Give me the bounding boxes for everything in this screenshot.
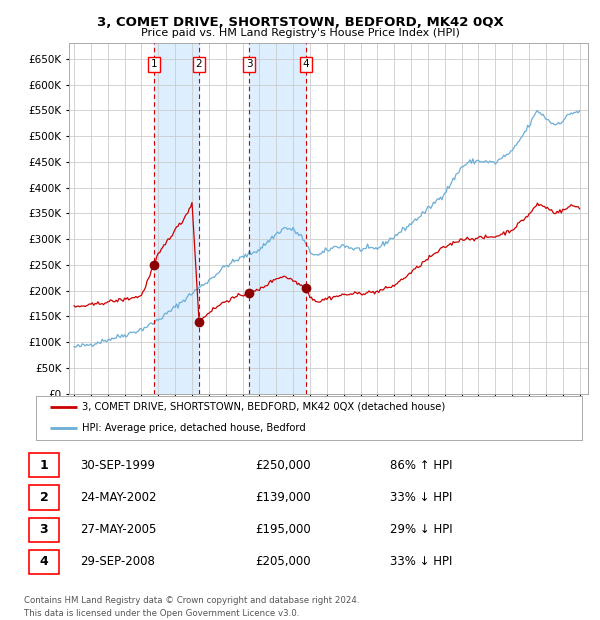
Text: £205,000: £205,000 — [255, 556, 311, 569]
Text: Contains HM Land Registry data © Crown copyright and database right 2024.: Contains HM Land Registry data © Crown c… — [24, 596, 359, 606]
FancyBboxPatch shape — [29, 453, 59, 477]
Text: £250,000: £250,000 — [255, 459, 311, 472]
Text: 1: 1 — [151, 60, 157, 69]
Text: 3, COMET DRIVE, SHORTSTOWN, BEDFORD, MK42 0QX (detached house): 3, COMET DRIVE, SHORTSTOWN, BEDFORD, MK4… — [82, 402, 446, 412]
Text: 4: 4 — [302, 60, 309, 69]
Text: 3, COMET DRIVE, SHORTSTOWN, BEDFORD, MK42 0QX: 3, COMET DRIVE, SHORTSTOWN, BEDFORD, MK4… — [97, 16, 503, 29]
Text: This data is licensed under the Open Government Licence v3.0.: This data is licensed under the Open Gov… — [24, 609, 299, 618]
Text: £139,000: £139,000 — [255, 491, 311, 504]
FancyBboxPatch shape — [29, 550, 59, 574]
Bar — [154, 43, 199, 394]
Text: 3: 3 — [246, 60, 253, 69]
FancyBboxPatch shape — [29, 518, 59, 542]
Text: 33% ↓ HPI: 33% ↓ HPI — [390, 491, 452, 504]
Text: 30-SEP-1999: 30-SEP-1999 — [80, 459, 155, 472]
Text: £195,000: £195,000 — [255, 523, 311, 536]
Text: 29-SEP-2008: 29-SEP-2008 — [80, 556, 155, 569]
Text: 3: 3 — [40, 523, 49, 536]
Text: 2: 2 — [40, 491, 49, 504]
Text: 2: 2 — [195, 60, 202, 69]
Bar — [249, 43, 305, 394]
Text: 4: 4 — [40, 556, 49, 569]
Text: 33% ↓ HPI: 33% ↓ HPI — [390, 556, 452, 569]
Text: 86% ↑ HPI: 86% ↑ HPI — [390, 459, 452, 472]
Text: 29% ↓ HPI: 29% ↓ HPI — [390, 523, 452, 536]
FancyBboxPatch shape — [29, 485, 59, 510]
Text: Price paid vs. HM Land Registry's House Price Index (HPI): Price paid vs. HM Land Registry's House … — [140, 28, 460, 38]
Text: HPI: Average price, detached house, Bedford: HPI: Average price, detached house, Bedf… — [82, 423, 306, 433]
Text: 1: 1 — [40, 459, 49, 472]
Text: 24-MAY-2002: 24-MAY-2002 — [80, 491, 157, 504]
Text: 27-MAY-2005: 27-MAY-2005 — [80, 523, 157, 536]
